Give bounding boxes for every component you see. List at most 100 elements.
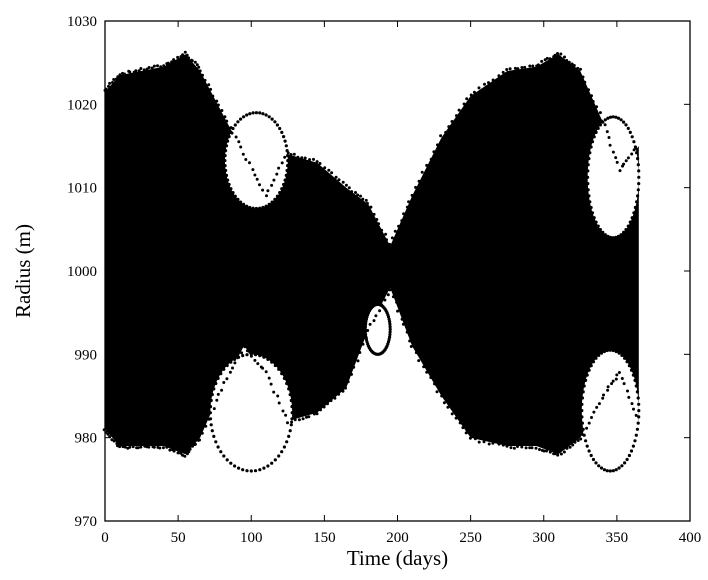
data-point <box>231 191 235 195</box>
data-point <box>225 458 229 462</box>
data-point <box>429 376 433 379</box>
data-point <box>372 319 376 323</box>
data-point <box>637 409 641 413</box>
data-point <box>280 450 284 454</box>
data-point <box>591 360 596 364</box>
data-point <box>446 405 450 409</box>
data-point <box>270 117 274 121</box>
data-point <box>634 413 638 417</box>
data-point <box>241 354 245 358</box>
data-point <box>239 145 243 149</box>
data-point <box>615 373 619 377</box>
data-point <box>282 445 286 449</box>
data-point <box>635 427 640 431</box>
data-point <box>356 193 360 197</box>
data-point <box>385 238 388 242</box>
data-point <box>397 224 401 228</box>
data-point <box>633 205 638 210</box>
data-point <box>567 60 571 64</box>
data-point <box>622 120 626 124</box>
data-point <box>631 444 636 448</box>
data-point <box>211 94 215 98</box>
data-point <box>207 417 211 421</box>
data-point <box>264 370 268 374</box>
data-point <box>433 382 436 386</box>
y-axis-title: Radius (m) <box>11 224 35 318</box>
data-point <box>625 360 629 364</box>
data-point <box>603 123 607 127</box>
data-point <box>258 206 262 210</box>
data-point <box>584 378 588 382</box>
data-point <box>227 135 231 139</box>
data-point <box>386 293 390 297</box>
data-point <box>611 469 615 473</box>
data-point <box>388 327 392 331</box>
data-point <box>614 377 618 381</box>
data-point <box>237 140 241 144</box>
data-point <box>223 164 227 168</box>
data-point <box>520 66 524 69</box>
data-point <box>282 135 286 139</box>
data-point <box>505 68 509 71</box>
data-point <box>287 387 291 391</box>
data-point <box>625 457 629 462</box>
data-point <box>417 179 421 183</box>
data-point <box>594 356 598 360</box>
data-point <box>225 119 229 123</box>
x-tick-label: 100 <box>240 530 263 546</box>
data-point <box>620 353 624 357</box>
data-point <box>347 186 351 190</box>
data-point <box>559 452 563 456</box>
data-point <box>108 81 112 85</box>
data-point <box>432 150 436 154</box>
data-point <box>366 329 370 332</box>
data-point <box>387 317 391 321</box>
data-point <box>632 211 636 215</box>
data-point <box>422 365 426 369</box>
data-point <box>112 78 116 81</box>
data-point <box>261 112 265 116</box>
data-point <box>318 162 322 165</box>
data-point <box>617 371 621 374</box>
data-point <box>229 187 233 191</box>
data-point <box>617 351 621 355</box>
data-point <box>283 178 287 182</box>
data-point <box>327 168 331 172</box>
data-point <box>545 56 549 60</box>
data-point <box>183 454 187 458</box>
data-point <box>628 220 632 224</box>
data-point <box>368 322 372 326</box>
data-point <box>139 67 143 70</box>
data-point <box>580 409 584 413</box>
envelope-gap <box>365 304 391 355</box>
data-point <box>212 434 216 438</box>
data-point <box>233 194 237 198</box>
data-point <box>181 453 184 457</box>
data-point <box>121 445 125 449</box>
data-point <box>364 317 368 321</box>
data-point <box>454 416 458 420</box>
data-point <box>212 387 216 391</box>
data-point <box>170 60 174 64</box>
data-point <box>482 440 486 444</box>
data-point <box>586 188 590 192</box>
data-point <box>630 152 634 156</box>
data-point <box>277 401 281 405</box>
data-point <box>637 415 641 419</box>
data-point <box>487 442 491 446</box>
data-point <box>601 230 605 234</box>
data-point <box>439 134 443 138</box>
data-point <box>372 212 376 216</box>
data-point <box>396 309 400 313</box>
data-point <box>251 206 255 210</box>
data-point <box>128 445 132 449</box>
data-point <box>223 159 227 163</box>
data-point <box>350 190 354 194</box>
data-point <box>594 220 598 224</box>
data-point <box>114 77 118 81</box>
data-point <box>248 112 252 116</box>
data-point <box>587 194 591 198</box>
data-point <box>629 449 634 453</box>
data-point <box>354 191 357 194</box>
data-point <box>290 417 294 421</box>
